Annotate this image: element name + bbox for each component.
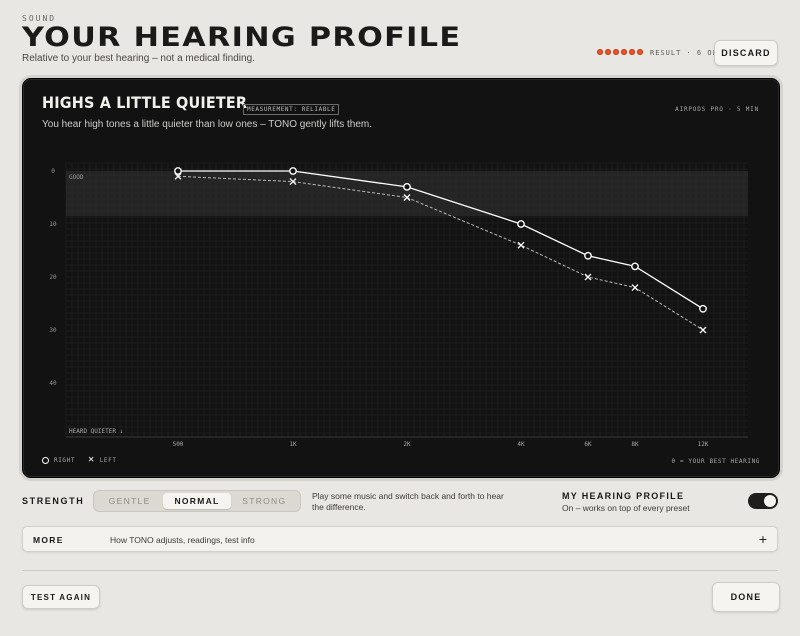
right-ear-point: [174, 167, 182, 175]
left-ear-marker-icon: ✕: [88, 454, 95, 465]
y-tick-label: 20: [49, 274, 57, 281]
divider: [22, 570, 778, 571]
more-row[interactable]: MORE How TONO adjusts, readings, test in…: [22, 526, 778, 552]
x-tick-label: 12K: [698, 441, 709, 448]
result-dots: [597, 49, 643, 55]
right-ear-marker-icon: [42, 456, 49, 464]
good-band: [66, 171, 748, 216]
test-again-button[interactable]: TEST AGAIN: [22, 585, 100, 609]
strength-label: STRENGTH: [22, 496, 85, 506]
measurement-badge: MEASUREMENT: RELIABLE: [243, 104, 340, 115]
hearing-profile-toggle[interactable]: [748, 493, 778, 509]
y-tick-label: 10: [49, 221, 57, 228]
result-dot: [621, 49, 627, 55]
legend-right-label: RIGHT: [54, 456, 76, 464]
legend-left-label: LEFT: [99, 456, 117, 464]
left-ear-point: [403, 194, 411, 201]
right-ear-point: [403, 183, 411, 191]
chart-legend: RIGHT ✕ LEFT: [42, 455, 117, 465]
plus-icon[interactable]: +: [758, 531, 767, 547]
chart-footnote: 0 = YOUR BEST HEARING: [671, 458, 760, 465]
strength-option-strong[interactable]: STRONG: [242, 496, 287, 506]
panel-title: HIGHS A LITTLE QUIETER: [42, 93, 248, 112]
result-dot: [605, 49, 611, 55]
result-counter: RESULT · 6 OF 6: [650, 49, 729, 57]
left-ear-point: [517, 241, 525, 249]
device-info: AIRPODS PRO · 5 MIN: [675, 106, 759, 113]
result-dot: [597, 49, 603, 55]
result-dot: [613, 49, 619, 55]
section-eyebrow: SOUND: [22, 14, 57, 23]
toggle-knob: [764, 495, 776, 507]
done-button[interactable]: DONE: [712, 582, 780, 612]
left-ear-point: [289, 178, 297, 186]
panel-subtitle: You hear high tones a little quieter tha…: [42, 119, 373, 130]
y-tick-label: 0: [51, 168, 55, 175]
more-description: How TONO adjusts, readings, test info: [110, 535, 255, 545]
x-tick-label: 1K: [289, 441, 297, 448]
strength-hint: Play some music and switch back and fort…: [312, 491, 504, 512]
right-ear-point: [699, 304, 707, 313]
right-ear-point: [584, 251, 592, 260]
hearing-profile-sublabel: On – works on top of every preset: [562, 503, 690, 513]
hearing-chart: GOOD 0 10 20 30 40 HEARD QUIETER ↓ 500 1K 2K 4K 6K 8…: [49, 162, 748, 448]
x-tick-label: 8K: [631, 441, 639, 448]
page-title: YOUR HEARING PROFILE: [22, 22, 462, 53]
left-ear-point: [631, 284, 639, 292]
left-ear-point: [174, 172, 182, 180]
hearing-profile-label: MY HEARING PROFILE: [562, 491, 685, 501]
page-subtitle: Relative to your best hearing – not a me…: [22, 53, 255, 64]
left-ear-point: [584, 273, 592, 281]
strength-segmented-control: GENTLE NORMAL STRONG: [93, 490, 301, 512]
x-tick-label: 6K: [584, 441, 592, 448]
hearing-chart-panel: HIGHS A LITTLE QUIETER MEASUREMENT: RELI…: [22, 78, 780, 478]
left-ear-point: [699, 326, 707, 334]
x-tick-label: 4K: [517, 441, 525, 448]
x-tick-label: 2K: [403, 441, 411, 448]
more-label: MORE: [33, 535, 64, 545]
result-dot: [629, 49, 635, 55]
y-tick-label: 30: [49, 327, 57, 334]
band-label: GOOD: [69, 174, 84, 181]
right-ear-point: [517, 220, 525, 228]
y-axis-label: HEARD QUIETER ↓: [69, 428, 123, 435]
x-tick-label: 500: [173, 441, 184, 448]
strength-option-gentle[interactable]: GENTLE: [108, 496, 151, 506]
y-tick-label: 40: [49, 380, 57, 387]
right-ear-point: [289, 167, 297, 175]
discard-button[interactable]: DISCARD: [714, 40, 778, 66]
right-ear-point: [631, 262, 639, 271]
result-dot: [637, 49, 643, 55]
strength-option-normal[interactable]: NORMAL: [163, 493, 231, 509]
